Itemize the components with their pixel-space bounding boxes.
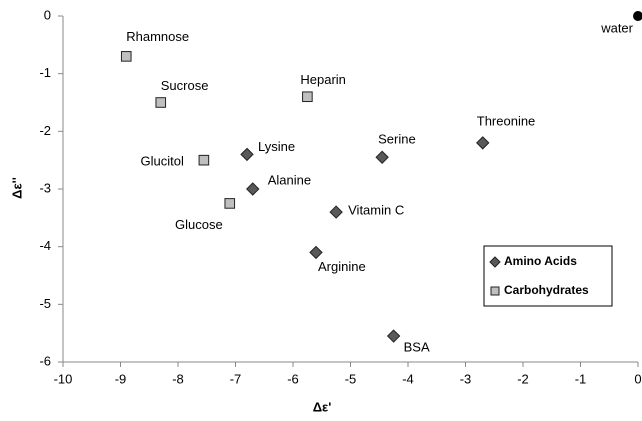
point-label: Sucrose bbox=[161, 78, 209, 93]
x-axis-title: Δε' bbox=[313, 399, 332, 414]
point bbox=[240, 147, 254, 162]
point bbox=[309, 245, 323, 260]
point-label: Vitamin C bbox=[348, 203, 404, 218]
point-label: Glucitol bbox=[141, 154, 184, 169]
x-tick-label: -1 bbox=[575, 371, 587, 386]
point-label: Glucose bbox=[175, 217, 223, 232]
point-label: Arginine bbox=[318, 259, 366, 274]
x-tick-label: -8 bbox=[172, 371, 184, 386]
legend-label: Amino Acids bbox=[504, 254, 577, 268]
point bbox=[246, 182, 260, 196]
point bbox=[155, 97, 167, 108]
y-tick-label: -2 bbox=[39, 123, 51, 138]
point-label: BSA bbox=[404, 339, 430, 354]
legend-box bbox=[483, 245, 613, 307]
point bbox=[476, 136, 490, 150]
point bbox=[120, 51, 132, 62]
point bbox=[224, 198, 236, 209]
legend-marker bbox=[489, 256, 501, 268]
x-tick-label: -9 bbox=[115, 371, 127, 386]
x-tick-label: -5 bbox=[345, 371, 357, 386]
y-tick-label: -3 bbox=[39, 180, 51, 195]
point-label: Threonine bbox=[477, 113, 536, 128]
x-tick-label: 0 bbox=[634, 371, 641, 386]
y-tick-label: -6 bbox=[39, 353, 51, 368]
y-tick-label: 0 bbox=[44, 7, 51, 22]
y-tick-label: -4 bbox=[39, 238, 51, 253]
point bbox=[329, 205, 343, 219]
x-tick-label: -4 bbox=[402, 371, 414, 386]
x-tick-label: -6 bbox=[287, 371, 299, 386]
point-label: Heparin bbox=[300, 72, 346, 87]
point-label: Alanine bbox=[268, 172, 311, 187]
x-tick-label: -2 bbox=[517, 371, 529, 386]
legend-label: Carbohydrates bbox=[504, 283, 589, 297]
point-label: Serine bbox=[378, 132, 416, 147]
point bbox=[386, 329, 401, 343]
y-tick-label: -5 bbox=[39, 296, 51, 311]
point bbox=[302, 91, 313, 103]
point-label: Lysine bbox=[258, 139, 295, 154]
x-tick-label: -10 bbox=[54, 371, 73, 386]
annotation: water bbox=[600, 20, 633, 35]
point bbox=[375, 150, 389, 164]
x-tick-label: -7 bbox=[230, 371, 242, 386]
point bbox=[198, 154, 210, 166]
y-axis-title: Δε'' bbox=[9, 177, 24, 199]
point bbox=[633, 11, 642, 21]
x-tick-label: -3 bbox=[460, 371, 472, 386]
y-tick-label: -1 bbox=[39, 65, 51, 80]
legend-marker bbox=[490, 286, 500, 296]
point-label: Rhamnose bbox=[126, 29, 189, 44]
